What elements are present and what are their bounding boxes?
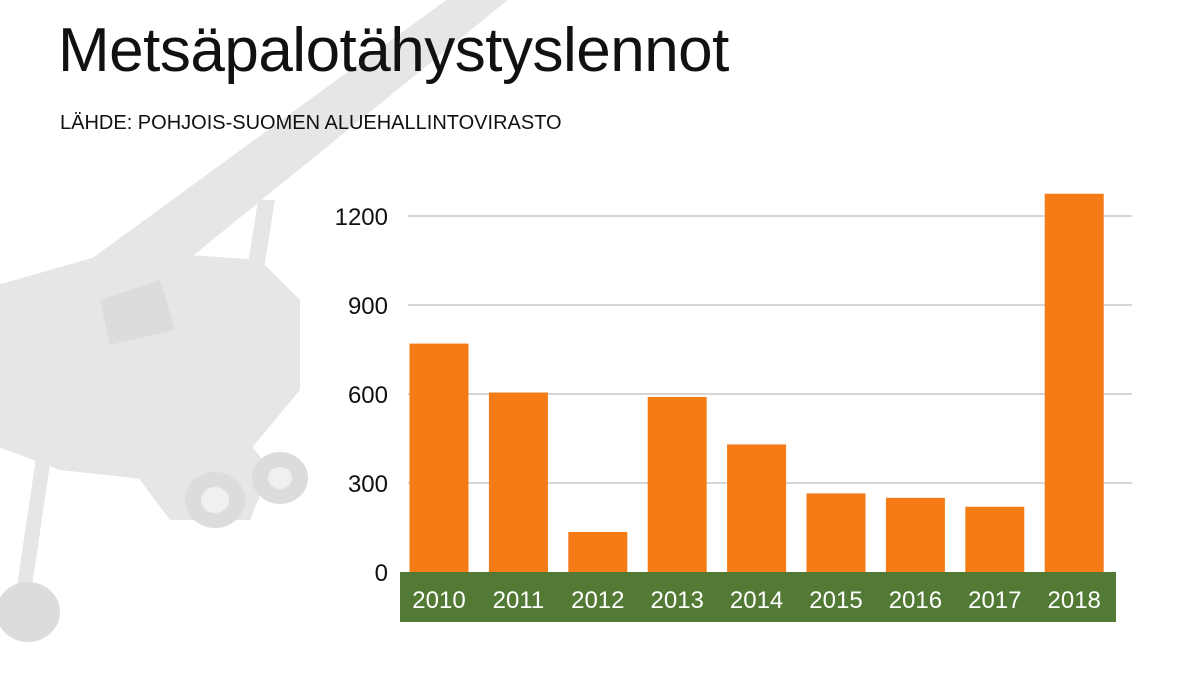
x-tick-label: 2013 — [651, 587, 704, 614]
y-tick-label: 0 — [375, 560, 388, 587]
bar-2014 — [727, 444, 787, 572]
bar-2016 — [885, 497, 945, 572]
x-tick-label: 2014 — [730, 587, 783, 614]
bar-2013 — [647, 396, 707, 572]
y-tick-label: 900 — [348, 293, 388, 320]
x-tick-label: 2018 — [1048, 587, 1101, 614]
bar-2015 — [806, 493, 866, 572]
y-tick-label: 1200 — [335, 204, 388, 231]
x-tick-label: 2010 — [412, 587, 465, 614]
x-tick-label: 2015 — [809, 587, 862, 614]
y-axis-ticks: 0 300 600 900 1200 — [335, 204, 388, 587]
y-tick-label: 600 — [348, 382, 388, 409]
x-tick-label: 2012 — [571, 587, 624, 614]
bar-2012 — [568, 531, 628, 572]
x-tick-label: 2016 — [889, 587, 942, 614]
x-tick-label: 2017 — [968, 587, 1021, 614]
bars — [409, 193, 1104, 572]
y-tick-label: 300 — [348, 471, 388, 498]
chart-title: Metsäpalotähystyslennot — [58, 16, 729, 85]
bar-2018 — [1044, 193, 1104, 572]
x-axis-ticks: 2010 2011 2012 2013 2014 2015 2016 2017 2018 — [412, 587, 1101, 614]
x-axis-band — [400, 572, 1116, 622]
bar-2017 — [965, 506, 1025, 572]
chart-source: LÄHDE: POHJOIS-SUOMEN ALUEHALLINTOVIRAST… — [60, 112, 562, 134]
bar-2010 — [409, 343, 469, 572]
x-tick-label: 2011 — [493, 587, 545, 614]
bar-2011 — [488, 392, 548, 572]
